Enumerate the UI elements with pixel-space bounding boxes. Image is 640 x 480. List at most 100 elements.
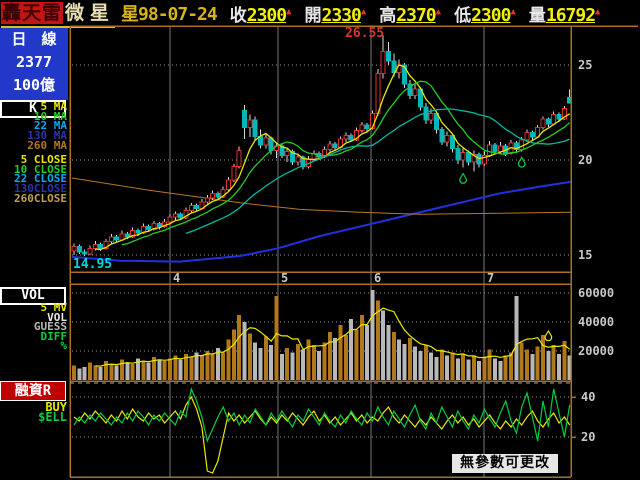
volume-bar — [365, 324, 370, 380]
candle-up — [204, 197, 210, 203]
candle-up — [561, 108, 567, 120]
volume-bar — [503, 355, 508, 380]
svg-text:20: 20 — [581, 430, 595, 444]
candle-up — [343, 134, 349, 140]
volume-bar — [130, 364, 135, 380]
candle-down — [146, 226, 152, 230]
volume-bar — [237, 314, 242, 380]
candle-down — [194, 205, 200, 209]
volume-bar — [333, 337, 338, 380]
close-legend: 5 CLOSE 10 CLOSE 22 CLOSE 130CLOSE 260CL… — [0, 154, 67, 203]
vol-legend-item: % — [60, 339, 67, 353]
svg-text:20: 20 — [578, 153, 592, 167]
candle-up — [375, 73, 381, 114]
candle-up — [92, 244, 98, 249]
candle-up — [188, 205, 194, 211]
volume-bar — [253, 342, 258, 380]
candle-down — [348, 134, 354, 141]
volume-bar — [423, 345, 428, 380]
volume-bar — [317, 351, 322, 380]
volume-bar — [557, 353, 562, 380]
volume-bar — [269, 345, 274, 380]
candle-down — [433, 112, 439, 131]
candle-up — [412, 88, 418, 96]
candle-down — [215, 192, 221, 198]
candle-down — [439, 129, 445, 143]
margin-financing-button[interactable]: 融資R — [0, 381, 66, 401]
volume-panel-button[interactable]: VOL — [0, 287, 66, 305]
volume-bar — [402, 343, 407, 380]
ma-legend: 5 MA 10 MA 22 MA 130 MA 260 MA — [0, 101, 67, 150]
volume-bar — [103, 361, 108, 380]
candle-up — [471, 153, 477, 163]
trade-date: 星98-07-24 — [121, 4, 218, 25]
stock-name: 微星 — [65, 2, 116, 24]
volume-bar — [221, 352, 226, 380]
candle-up — [140, 226, 146, 234]
volume-bar — [413, 346, 418, 380]
stock-id: 2377 — [15, 53, 53, 71]
candle-down — [156, 223, 162, 227]
volume-bar — [231, 329, 236, 380]
vol-legend-item: VOL — [47, 310, 67, 324]
candle-up — [295, 156, 301, 163]
up-arrow-icon: ▲ — [286, 6, 292, 17]
title-underline: 轟天雷 微星 — [1, 0, 116, 28]
candle-up — [151, 223, 157, 230]
volume-bar — [205, 351, 210, 380]
volume-bar — [157, 359, 162, 380]
candle-down — [465, 151, 471, 163]
period-stock-box: 日 線 2377 100億 — [0, 28, 68, 100]
volume-bar — [375, 300, 380, 380]
volume-bar — [311, 345, 316, 380]
candle-down — [529, 131, 535, 138]
volume-bar — [114, 365, 119, 380]
candle-down — [290, 150, 296, 163]
volume-bar — [338, 324, 343, 380]
close-legend-item: 130CLOSE — [14, 182, 67, 196]
candle-up — [167, 216, 173, 223]
volume-bar — [482, 356, 487, 380]
volume-bar — [290, 352, 295, 380]
candle-down — [391, 60, 397, 74]
candle-down — [401, 64, 407, 85]
svg-text:40: 40 — [581, 390, 595, 404]
volume-bar — [455, 358, 460, 380]
candle-up — [519, 139, 525, 151]
volume-bar — [519, 342, 524, 380]
volume-bar — [146, 362, 151, 380]
financing-panel — [73, 387, 571, 474]
candle-up — [380, 51, 386, 75]
candle-up — [487, 144, 493, 156]
volume-bar — [509, 352, 514, 380]
candle-down — [178, 213, 184, 219]
svg-text:15: 15 — [578, 248, 592, 262]
longterm-lines — [71, 177, 572, 263]
candle-down — [332, 143, 338, 149]
capital-label: 100億 — [12, 76, 56, 94]
k-chart-button[interactable]: K — [0, 100, 66, 118]
field-close: 收2300▲ — [229, 4, 292, 26]
up-arrow-icon: ▲ — [510, 6, 516, 17]
up-arrow-icon: ▲ — [435, 6, 442, 17]
candle-up — [481, 154, 487, 165]
candle-up — [210, 192, 216, 199]
volume-bar — [135, 358, 140, 380]
svg-text:60000: 60000 — [578, 286, 614, 300]
candle-down — [135, 229, 141, 234]
volume-bar — [429, 352, 434, 380]
candle-down — [407, 83, 413, 96]
candle-down — [279, 145, 285, 156]
volume-bar — [285, 348, 290, 380]
volume-bar — [301, 349, 306, 380]
volume-bar — [445, 355, 450, 380]
candle-up — [359, 124, 365, 132]
volume-bar — [194, 352, 199, 380]
gridlines — [72, 27, 571, 477]
svg-text:14.95: 14.95 — [73, 257, 112, 272]
candle-up — [524, 131, 530, 141]
candle-up — [428, 112, 434, 121]
volume-bar — [242, 322, 247, 380]
